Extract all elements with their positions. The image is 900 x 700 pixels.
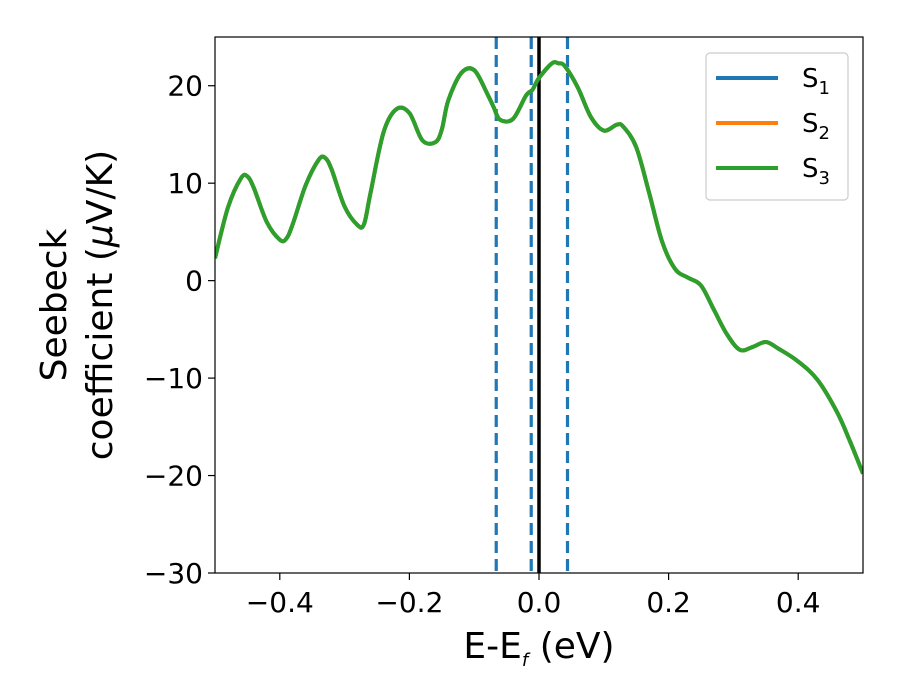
y-tick-label: 10 <box>167 167 203 200</box>
x-axis-label-subscript: f <box>522 650 531 671</box>
x-axis-label: E-Ef (eV) <box>463 626 614 671</box>
x-tick-label: 0.4 <box>776 586 821 619</box>
vertical-lines <box>494 37 570 573</box>
x-axis-label-unit: (eV) <box>528 626 614 667</box>
series-lines <box>215 60 863 475</box>
x-tick-label: 0.0 <box>517 586 562 619</box>
y-axis-label-line2-mu: μ <box>80 224 121 248</box>
y-tick-label: −30 <box>144 557 203 590</box>
x-tick-label: −0.4 <box>246 586 314 619</box>
legend-label-s1: S1 <box>802 64 830 99</box>
y-axis-label-line2-text: coefficient ( <box>80 247 121 460</box>
legend: S1 S2 S3 <box>705 52 849 201</box>
y-axis-label-line2: coefficient (μV/K) <box>80 150 121 460</box>
x-axis-ticks: −0.4 −0.2 0.0 0.2 0.4 <box>246 573 821 619</box>
legend-box <box>705 52 849 201</box>
y-axis-label-line2-unit: V/K) <box>80 150 121 224</box>
series-line-s3 <box>215 60 863 475</box>
x-axis-label-main: E-E <box>463 626 521 667</box>
legend-label-s3: S3 <box>802 154 830 189</box>
y-axis-label-line1: Seebeck <box>34 228 75 381</box>
y-axis-ticks: −30 −20 −10 0 10 20 <box>144 70 215 590</box>
legend-label-s2: S2 <box>802 109 830 144</box>
y-axis-label: Seebeck coefficient (μV/K) <box>34 150 121 460</box>
y-tick-label: 20 <box>167 70 203 103</box>
y-tick-label: 0 <box>185 265 203 298</box>
x-tick-label: 0.2 <box>646 586 691 619</box>
y-tick-label: −10 <box>144 362 203 395</box>
x-tick-label: −0.2 <box>375 586 443 619</box>
y-tick-label: −20 <box>144 460 203 493</box>
